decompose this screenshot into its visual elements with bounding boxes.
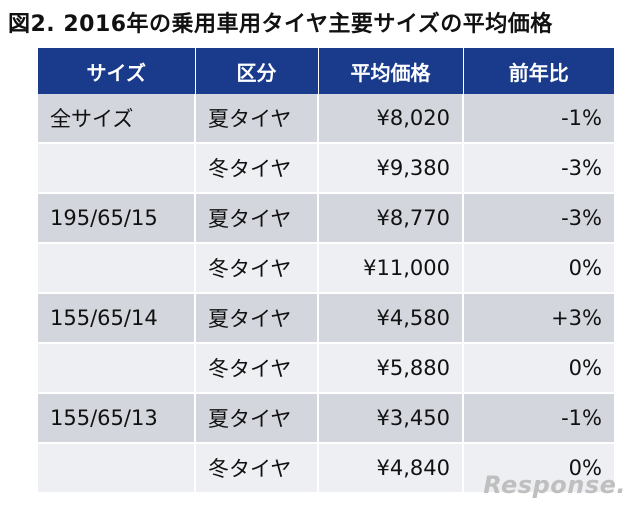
cell-size	[38, 443, 196, 494]
cell-price: ¥4,580	[318, 293, 464, 344]
page-title: 図2. 2016年の乗用車用タイヤ主要サイズの平均価格	[8, 12, 553, 37]
cell-kubun: 冬タイヤ	[195, 343, 319, 394]
table-row: 冬タイヤ ¥5,880 0%	[38, 343, 614, 394]
cell-yoy: 0%	[463, 243, 614, 294]
table-row: 冬タイヤ ¥9,380 -3%	[38, 143, 614, 194]
cell-price: ¥8,020	[318, 94, 464, 144]
watermark-logo: Response.	[483, 471, 626, 499]
cell-price: ¥5,880	[318, 343, 464, 394]
header-size: サイズ	[38, 48, 196, 94]
cell-kubun: 夏タイヤ	[195, 193, 319, 244]
cell-price: ¥4,840	[318, 443, 464, 494]
cell-yoy: -1%	[463, 393, 614, 444]
cell-yoy: -3%	[463, 193, 614, 244]
cell-price: ¥11,000	[318, 243, 464, 294]
header-avg-price: 平均価格	[318, 48, 464, 94]
cell-yoy: -3%	[463, 143, 614, 194]
cell-size: 195/65/15	[38, 193, 196, 244]
cell-kubun: 夏タイヤ	[195, 94, 319, 144]
table-row: 冬タイヤ ¥4,840 0%	[38, 443, 614, 494]
cell-price: ¥8,770	[318, 193, 464, 244]
cell-size	[38, 243, 196, 294]
header-yoy: 前年比	[463, 48, 614, 94]
cell-yoy: 0%	[463, 443, 614, 494]
table-row: 冬タイヤ ¥11,000 0%	[38, 243, 614, 294]
cell-yoy: 0%	[463, 343, 614, 394]
table-row: 全サイズ 夏タイヤ ¥8,020 -1%	[38, 94, 614, 144]
cell-size: 全サイズ	[38, 94, 196, 144]
cell-size	[38, 143, 196, 194]
cell-kubun: 冬タイヤ	[195, 443, 319, 494]
cell-kubun: 冬タイヤ	[195, 143, 319, 194]
table-row: 155/65/14 夏タイヤ ¥4,580 +3%	[38, 293, 614, 344]
cell-kubun: 冬タイヤ	[195, 243, 319, 294]
cell-yoy: -1%	[463, 94, 614, 144]
cell-kubun: 夏タイヤ	[195, 293, 319, 344]
header-kubun: 区分	[195, 48, 319, 94]
price-table: サイズ 区分 平均価格 前年比 全サイズ 夏タイヤ ¥8,020 -1% 冬タイ…	[38, 48, 614, 494]
cell-price: ¥3,450	[318, 393, 464, 444]
cell-kubun: 夏タイヤ	[195, 393, 319, 444]
table-row: 195/65/15 夏タイヤ ¥8,770 -3%	[38, 193, 614, 244]
table-header-row: サイズ 区分 平均価格 前年比	[38, 48, 614, 94]
cell-size: 155/65/13	[38, 393, 196, 444]
cell-size	[38, 343, 196, 394]
cell-price: ¥9,380	[318, 143, 464, 194]
cell-yoy: +3%	[463, 293, 614, 344]
cell-size: 155/65/14	[38, 293, 196, 344]
table-row: 155/65/13 夏タイヤ ¥3,450 -1%	[38, 393, 614, 444]
